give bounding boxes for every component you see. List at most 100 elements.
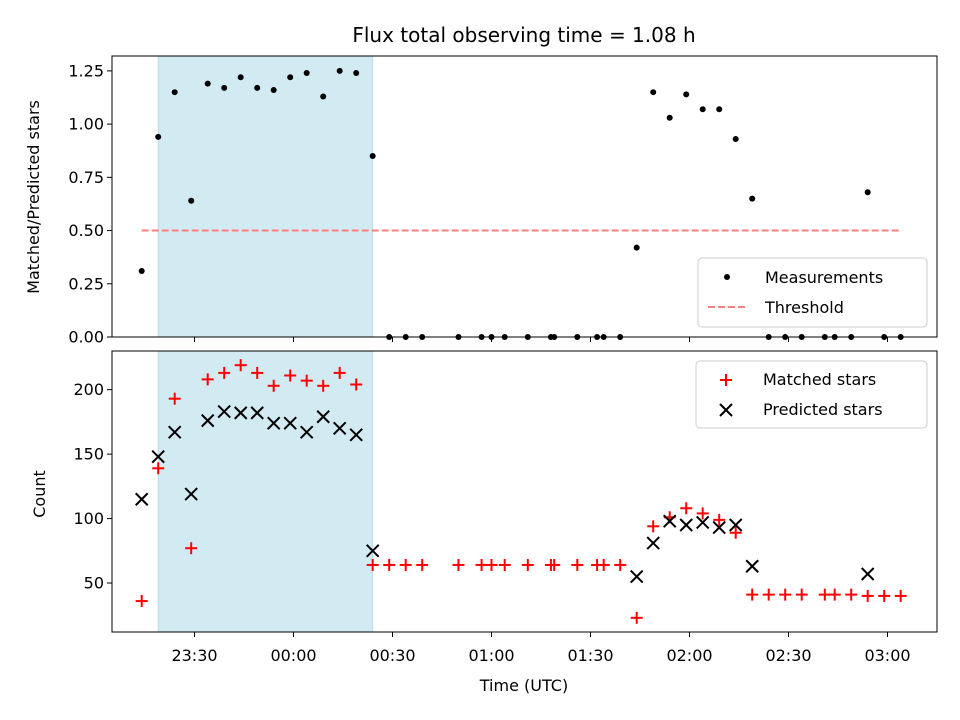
matched-stars-point <box>680 502 693 515</box>
matched-stars-point <box>218 366 231 379</box>
matched-stars-point <box>168 392 181 405</box>
measurement-point <box>320 93 327 100</box>
matched-stars-point <box>828 588 841 601</box>
legend-matched-stars-label: Matched stars <box>763 370 876 389</box>
matched-stars-point <box>366 558 379 571</box>
y-tick-label: 0.25 <box>68 274 104 293</box>
x-tick-label: 01:00 <box>468 646 514 665</box>
measurement-point <box>683 91 690 98</box>
chart-title: Flux total observing time = 1.08 h <box>352 23 695 47</box>
x-tick-label: 00:30 <box>369 646 415 665</box>
measurement-point <box>270 87 277 94</box>
measurement-point <box>155 133 162 140</box>
y-tick-label: 1.00 <box>68 115 104 134</box>
matched-stars-point <box>317 379 330 392</box>
predicted-stars-point <box>712 520 726 535</box>
measurements-points <box>138 67 904 340</box>
bottom-y-axis-label: Count <box>30 470 49 518</box>
measurement-point <box>171 89 178 96</box>
x-tick-label: 02:30 <box>765 646 811 665</box>
bottom-shaded-region <box>157 350 374 633</box>
matched-stars-point <box>399 558 412 571</box>
measurement-point <box>650 89 657 96</box>
top-y-axis-ticks: 0.00 0.25 0.50 0.75 1.00 1.25 <box>68 61 112 347</box>
measurement-point <box>188 197 195 204</box>
bottom-axes-frame <box>111 350 938 633</box>
y-tick-label: 0.75 <box>68 168 104 187</box>
measurement-point <box>204 80 211 87</box>
legend-measurements-label: Measurements <box>765 268 883 287</box>
top-x-axis-ticks <box>194 337 888 342</box>
predicted-stars-point <box>200 413 215 428</box>
x-tick-label: 02:00 <box>666 646 712 665</box>
top-legend: Measurements Threshold <box>697 257 928 328</box>
predicted-stars-point <box>233 406 248 420</box>
bottom-legend-box <box>695 360 928 429</box>
y-tick-label: 100 <box>73 509 104 528</box>
y-tick-label: 150 <box>73 445 104 464</box>
matched-stars-point <box>647 520 660 533</box>
matched-stars-point <box>201 373 214 386</box>
matched-stars-point <box>333 366 346 379</box>
matched-stars-point <box>452 558 465 571</box>
observing-window-shade <box>157 55 374 338</box>
legend-predicted-stars-marker <box>719 403 733 417</box>
predicted-stars-point <box>629 569 644 584</box>
matched-stars-point <box>630 611 643 624</box>
matched-stars-point <box>135 595 148 608</box>
bottom-legend: Matched stars Predicted stars <box>695 360 928 429</box>
top-shaded-region <box>157 55 374 338</box>
matched-stars-point <box>350 378 363 391</box>
top-y-axis-label: Matched/Predicted stars <box>24 100 43 294</box>
observing-window-shade <box>157 350 374 633</box>
measurement-point <box>254 84 261 91</box>
legend-threshold-label: Threshold <box>764 298 844 317</box>
bottom-panel: 50 100 150 200 23:30 00:00 00:30 01:00 01:30 02:… <box>30 350 938 695</box>
x-tick-label: 01:30 <box>567 646 613 665</box>
matched-stars-point <box>746 588 759 601</box>
y-tick-label: 200 <box>73 380 104 399</box>
x-tick-label: 23:30 <box>171 646 217 665</box>
matched-stars-point <box>729 526 742 539</box>
matched-stars-point <box>284 369 297 382</box>
matched-stars-point <box>416 558 429 571</box>
predicted-stars-points <box>134 404 875 584</box>
matched-stars-point <box>878 589 891 602</box>
measurement-point <box>221 84 228 91</box>
matched-stars-point <box>894 589 907 602</box>
predicted-stars-point <box>134 492 149 506</box>
x-tick-label: 03:00 <box>864 646 910 665</box>
measurement-point <box>303 70 310 77</box>
matched-stars-point <box>597 558 610 571</box>
predicted-stars-point <box>332 421 347 436</box>
legend-measurements-marker <box>724 274 730 280</box>
matched-stars-point <box>845 588 858 601</box>
matched-stars-point <box>696 507 709 520</box>
predicted-stars-point <box>250 406 264 420</box>
y-tick-label: 0.00 <box>68 328 104 347</box>
measurement-point <box>716 106 723 113</box>
matched-stars-point <box>713 513 726 526</box>
predicted-stars-point <box>184 487 198 501</box>
measurement-point <box>138 268 145 275</box>
matched-stars-point <box>152 462 165 475</box>
predicted-stars-point <box>167 425 182 439</box>
measurement-point <box>732 136 739 143</box>
top-axes-frame <box>111 55 938 338</box>
measurement-point <box>633 244 640 251</box>
predicted-stars-point <box>349 428 363 442</box>
matched-stars-point <box>383 558 396 571</box>
top-panel: 0.00 0.25 0.50 0.75 1.00 1.25 Flux total obse… <box>24 23 938 347</box>
matched-stars-point <box>762 588 775 601</box>
predicted-stars-point <box>299 425 314 439</box>
measurement-point <box>237 74 244 81</box>
matched-stars-point <box>300 374 313 387</box>
measurement-point <box>353 70 360 77</box>
matched-stars-point <box>614 558 627 571</box>
legend-matched-stars-marker <box>720 374 732 386</box>
measurement-point <box>749 195 756 202</box>
predicted-stars-point <box>662 514 677 528</box>
predicted-stars-point <box>646 536 660 550</box>
bottom-x-axis-ticks: 23:30 00:00 00:30 01:00 01:30 02:00 02:30 03:00 <box>171 632 911 665</box>
matched-stars-point <box>795 588 808 601</box>
